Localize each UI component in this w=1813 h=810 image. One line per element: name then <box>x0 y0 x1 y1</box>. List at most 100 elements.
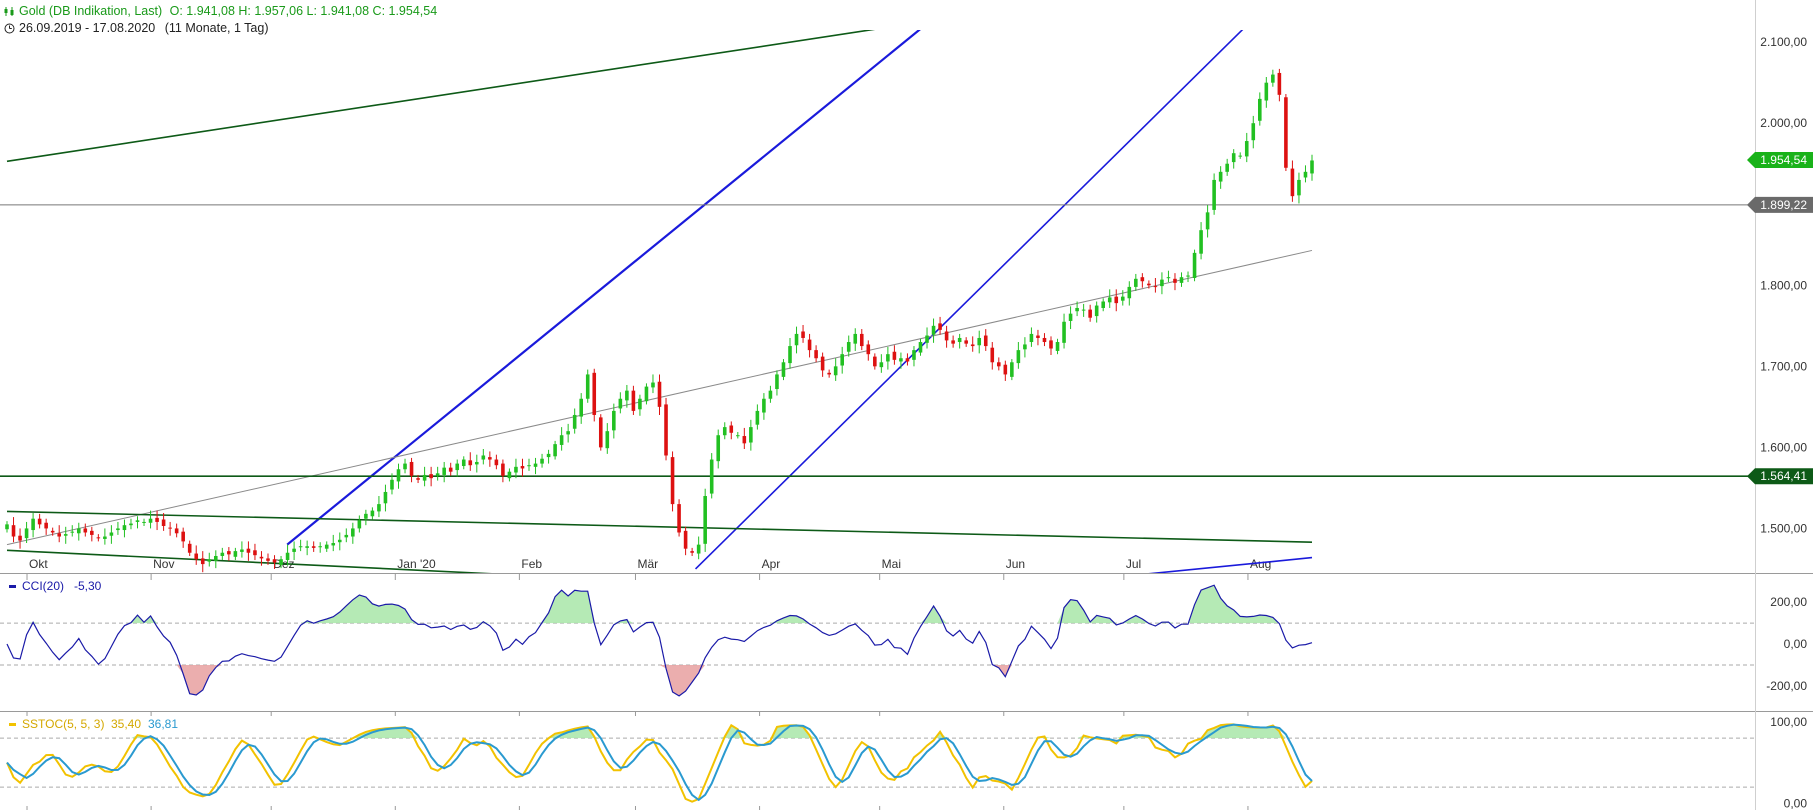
down-candle <box>970 344 975 347</box>
down-candle <box>1147 283 1151 286</box>
down-candle <box>200 558 205 565</box>
up-candle <box>1075 307 1079 312</box>
up-candle <box>1192 252 1197 278</box>
up-candle <box>1238 155 1243 157</box>
up-candle <box>781 362 786 377</box>
line-1564-badge: 1.564,41 <box>1760 469 1807 483</box>
up-candle <box>1199 230 1203 254</box>
cci-panel[interactable]: 200,00 0,00 -200,00 CCI(20) -5,30 <box>0 579 1807 697</box>
chart-header: Gold (DB Indikation, Last) O: 1.941,08 H… <box>4 3 437 37</box>
up-candle <box>918 342 923 353</box>
price-badges: 1.954,54 1.899,22 1.564,41 <box>1747 152 1813 485</box>
down-candle <box>168 527 172 529</box>
down-candle <box>592 372 597 415</box>
main-price-panel[interactable] <box>0 0 1755 614</box>
down-candle <box>1290 168 1295 197</box>
down-candle <box>1036 335 1040 338</box>
up-candle <box>292 548 296 552</box>
up-candle <box>148 518 153 523</box>
down-candle <box>820 356 825 371</box>
cci-tick-label: -200,00 <box>1766 679 1807 693</box>
up-candle <box>337 539 342 543</box>
up-candle <box>214 555 218 561</box>
up-candle <box>527 465 531 467</box>
cci-legend-value: -5,30 <box>74 579 102 593</box>
down-candle <box>488 457 492 460</box>
up-candle <box>442 467 446 475</box>
cci-tick-label: 200,00 <box>1770 595 1807 609</box>
down-candle <box>598 417 603 448</box>
ohlc-values: O: 1.941,08 H: 1.957,06 L: 1.941,08 C: 1… <box>169 4 438 18</box>
up-candle <box>585 374 590 399</box>
month-gridlines <box>26 573 1249 810</box>
up-candle <box>644 386 649 402</box>
up-candle <box>390 479 394 490</box>
up-candle <box>722 427 727 436</box>
up-candle <box>1120 296 1125 301</box>
up-candle <box>572 414 577 429</box>
up-candle <box>507 471 512 479</box>
lower-blue-channel-line <box>694 30 1244 570</box>
up-candle <box>853 333 858 344</box>
down-candle <box>729 425 734 433</box>
down-candle <box>905 358 910 362</box>
sstoc-d-value: 36,81 <box>148 717 178 731</box>
up-candle <box>533 463 538 467</box>
up-candle <box>129 523 133 526</box>
down-candle <box>1088 309 1092 318</box>
down-candle <box>1277 72 1282 95</box>
up-candle <box>696 544 701 554</box>
cci-line[interactable] <box>6 584 1313 697</box>
up-candle <box>1251 123 1256 141</box>
up-candle <box>775 374 779 390</box>
down-candle <box>631 390 636 411</box>
sstoc-legend: SSTOC(5, 5, 3) 35,40 36,81 <box>9 717 178 731</box>
up-candle <box>833 366 838 376</box>
down-candle <box>964 340 968 344</box>
up-candle <box>1258 98 1262 121</box>
up-candle <box>1107 297 1112 303</box>
up-candle <box>5 524 9 530</box>
up-candle <box>925 335 929 343</box>
up-candle <box>1010 362 1014 377</box>
bottom-blue-line <box>1148 556 1313 573</box>
price-tick-label: 1.500,00 <box>1760 521 1807 535</box>
up-candle <box>207 559 212 562</box>
fill-overbought <box>7 724 1312 739</box>
up-candle <box>351 528 355 537</box>
up-candle <box>403 463 407 470</box>
down-candle <box>742 436 747 444</box>
candlestick-series[interactable] <box>5 68 1314 573</box>
up-candle <box>566 431 570 435</box>
month-label: Jun <box>1006 557 1025 571</box>
up-candle <box>116 528 120 531</box>
up-candle <box>1297 179 1301 196</box>
down-candle <box>677 504 681 533</box>
down-candle <box>801 331 805 338</box>
sstoc-k-line[interactable] <box>6 723 1313 803</box>
month-label: Jan '20 <box>397 557 436 571</box>
down-candle <box>227 551 231 555</box>
up-candle <box>1081 309 1086 311</box>
up-candle <box>279 559 283 565</box>
down-candle <box>1042 337 1047 343</box>
down-candle <box>181 531 185 542</box>
down-candle <box>892 351 897 360</box>
down-candle <box>194 553 199 560</box>
up-candle <box>1264 82 1269 101</box>
up-candle <box>1094 305 1099 317</box>
down-candle <box>814 350 818 359</box>
sstoc-d-line[interactable] <box>6 723 1313 802</box>
down-candle <box>944 331 949 341</box>
up-candle <box>1134 278 1138 287</box>
up-candle <box>625 390 629 401</box>
down-candle <box>1049 340 1053 349</box>
trend-lines[interactable] <box>0 0 1755 614</box>
down-candle <box>37 518 42 525</box>
up-candle <box>103 536 107 539</box>
up-candle <box>142 521 146 523</box>
up-candle <box>435 473 440 476</box>
up-candle <box>1231 153 1236 163</box>
sstoc-panel[interactable]: 100,00 0,00 SSTOC(5, 5, 3) 35,40 36,81 <box>0 715 1807 810</box>
